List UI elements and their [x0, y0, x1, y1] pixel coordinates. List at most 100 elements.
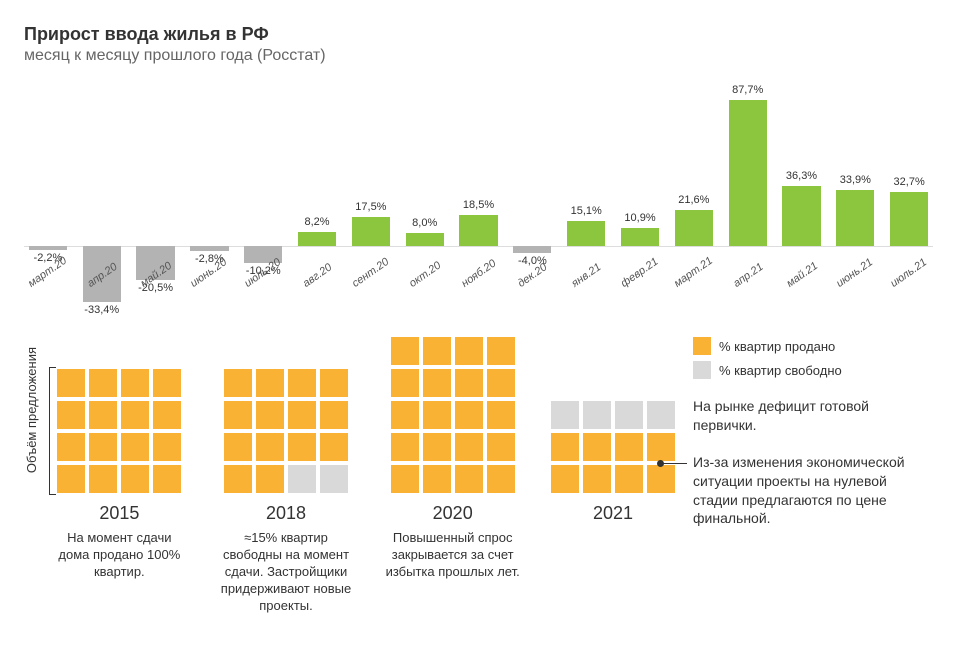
waffle-cell: [551, 465, 579, 493]
bar-column: 87,7%апр.21: [724, 77, 772, 246]
waffle-cell: [153, 465, 181, 493]
bar-column: -20,5%май.20: [132, 77, 180, 246]
bar-x-label: март.21: [672, 255, 715, 290]
waffle-cell: [551, 401, 579, 429]
waffle-cell: [256, 369, 284, 397]
waffle-cell: [224, 465, 252, 493]
waffle-cell: [153, 369, 181, 397]
waffle-cell: [256, 465, 284, 493]
panel-caption: Повышенный спрос закрывается за счет изб…: [384, 530, 521, 581]
waffle-cell: [288, 369, 316, 397]
bar: [836, 190, 874, 247]
bar-column: 10,9%февр.21: [616, 77, 664, 246]
bar-column: 18,5%нояб.20: [455, 77, 503, 246]
bar: [621, 228, 659, 246]
bar: [406, 233, 444, 246]
bar: [890, 192, 928, 247]
waffle-cell: [423, 369, 451, 397]
legend-row-free: % квартир свободно: [693, 361, 933, 379]
waffle-cell: [423, 401, 451, 429]
waffle-cell: [288, 401, 316, 429]
waffle-cell: [391, 337, 419, 365]
bar-column: 33,9%июнь.21: [831, 77, 879, 246]
legend-row-sold: % квартир продано: [693, 337, 933, 355]
waffle-cell: [57, 401, 85, 429]
bar: [298, 232, 336, 246]
bar-x-label: апр.21: [731, 261, 765, 290]
bar-column: -2,8%июнь.20: [185, 77, 233, 246]
bar-column: -2,2%март.20: [24, 77, 72, 246]
bar-x-label: янв.21: [570, 261, 604, 290]
panel-year: 2018: [266, 503, 306, 524]
waffle-cell: [423, 433, 451, 461]
waffle-cell: [455, 465, 483, 493]
waffle-cell: [583, 433, 611, 461]
bar-x-label: май.21: [784, 260, 820, 290]
legend-label-free: % квартир свободно: [719, 363, 842, 378]
waffle-cell: [583, 401, 611, 429]
waffle-cell: [57, 369, 85, 397]
bar-x-label: февр.21: [619, 256, 661, 290]
waffle-cell: [647, 465, 675, 493]
bar: [567, 221, 605, 246]
waffle-cell: [224, 433, 252, 461]
side-text-deficit: На рынке дефицит готовой первички.: [693, 397, 933, 435]
bar-value-label: 15,1%: [571, 205, 602, 217]
bar-value-label: 8,0%: [412, 217, 437, 229]
chart-header: Прирост ввода жилья в РФ месяц к месяцу …: [24, 24, 933, 65]
waffle-cell: [224, 401, 252, 429]
waffle-cell: [256, 433, 284, 461]
waffle-cell: [89, 401, 117, 429]
bar-value-label: 8,2%: [305, 216, 330, 228]
waffle-legend: % квартир продано % квартир свободно: [693, 337, 933, 379]
bar-column: -4,0%дек.20: [508, 77, 556, 246]
legend-swatch-free: [693, 361, 711, 379]
bar-value-label: 10,9%: [624, 212, 655, 224]
waffle-cell: [121, 401, 149, 429]
bar-x-label: нояб.20: [459, 257, 498, 289]
waffle-cell: [487, 369, 515, 397]
waffle-cell: [224, 369, 252, 397]
bar: [459, 215, 497, 246]
bar-column: 17,5%сент.20: [347, 77, 395, 246]
bar: [782, 186, 820, 247]
bar: [190, 246, 228, 251]
waffle-cell: [57, 465, 85, 493]
waffle-cell: [487, 337, 515, 365]
waffle-cell: [487, 433, 515, 461]
waffle-cell: [288, 465, 316, 493]
waffle-cell: [121, 433, 149, 461]
waffle-section: Объём предложения 2015На момент сдачи до…: [24, 337, 933, 614]
waffle-cell: [320, 401, 348, 429]
waffle-cell: [320, 465, 348, 493]
waffle-cell: [391, 465, 419, 493]
waffle-cell: [423, 337, 451, 365]
bar-chart-container: -2,2%март.20-33,4%апр.20-20,5%май.20-2,8…: [24, 77, 933, 277]
waffle-cell: [647, 401, 675, 429]
waffle-cell: [487, 465, 515, 493]
bar: [729, 100, 767, 246]
waffle-cell: [455, 337, 483, 365]
bar-column: -10,2%июль.20: [239, 77, 287, 246]
waffle-cell: [153, 401, 181, 429]
waffle-panel: 2020Повышенный спрос закрывается за счет…: [384, 337, 521, 614]
waffle-y-axis-label: Объём предложения: [24, 347, 39, 473]
waffle-cell: [320, 369, 348, 397]
bar-chart: -2,2%март.20-33,4%апр.20-20,5%май.20-2,8…: [24, 77, 933, 247]
waffle-grid: [224, 369, 348, 493]
waffle-grid: [551, 401, 675, 493]
waffle-cell: [615, 433, 643, 461]
waffle-grid: [57, 369, 181, 493]
waffle-cell: [391, 369, 419, 397]
chart-subtitle: месяц к месяцу прошлого года (Росстат): [24, 47, 933, 65]
panel-caption: На момент сдачи дома продано 100% кварти…: [51, 530, 188, 581]
bar-column: 21,6%март.21: [670, 77, 718, 246]
bar-column: 8,0%окт.20: [401, 77, 449, 246]
bar-value-label: 21,6%: [678, 194, 709, 206]
waffle-cell: [583, 465, 611, 493]
waffle-cell: [455, 401, 483, 429]
waffle-cell: [89, 465, 117, 493]
waffle-cell: [647, 433, 675, 461]
bar-value-label: 36,3%: [786, 170, 817, 182]
waffle-cell: [121, 369, 149, 397]
